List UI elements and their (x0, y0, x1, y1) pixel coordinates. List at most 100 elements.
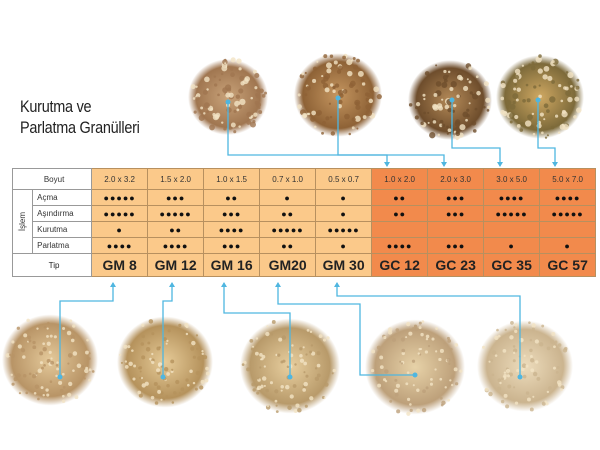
granule (447, 107, 452, 113)
granule (254, 351, 259, 356)
granule (468, 80, 472, 84)
granule (420, 121, 424, 126)
granule (88, 378, 92, 382)
granule (497, 334, 501, 338)
granule (447, 339, 452, 343)
granule (431, 337, 435, 341)
granule (151, 332, 155, 336)
granule (406, 411, 411, 416)
granule (16, 326, 20, 330)
granule (418, 321, 422, 325)
granule (573, 115, 577, 119)
granule (49, 334, 53, 338)
granule (202, 89, 208, 95)
granule (443, 342, 446, 345)
granule (253, 112, 258, 117)
granule (250, 347, 255, 351)
granule (344, 113, 350, 120)
granule (196, 347, 199, 351)
granule (333, 60, 338, 65)
granule (141, 383, 146, 388)
granule (62, 327, 66, 331)
granule (163, 337, 167, 341)
granule (306, 328, 310, 332)
granule (567, 96, 573, 103)
granule (447, 398, 451, 402)
granule (488, 360, 491, 363)
granule (237, 104, 243, 110)
granule (356, 58, 360, 63)
granule (250, 96, 253, 100)
connector-line (337, 98, 445, 166)
granule (251, 382, 256, 387)
granule (551, 60, 555, 64)
granule (291, 344, 294, 347)
granule (347, 70, 353, 77)
rating-dots: ●●● (427, 189, 485, 206)
granule (406, 397, 411, 401)
granule (384, 379, 388, 383)
type-label: Tip (11, 253, 93, 277)
rating-dots: ●●● (203, 237, 261, 254)
type-cell: GC 35 (483, 253, 541, 277)
granule (241, 363, 245, 367)
granule (491, 373, 495, 377)
granule (321, 75, 324, 78)
granule (330, 83, 334, 87)
granule (394, 392, 399, 397)
granule (427, 111, 430, 114)
granule (396, 409, 401, 414)
rating-dots: ●● (371, 205, 429, 222)
granule (251, 345, 255, 348)
granule (246, 111, 252, 118)
granule (521, 64, 525, 67)
granule (156, 385, 161, 390)
rating-dots: ●●●●● (259, 221, 317, 238)
granule (552, 58, 559, 65)
granule (439, 396, 443, 400)
granule (394, 378, 398, 382)
connector-dot (449, 97, 455, 103)
granule (131, 349, 134, 352)
granule (504, 328, 507, 332)
granule (46, 393, 50, 397)
granule (326, 336, 330, 340)
granule (394, 388, 399, 393)
granule (423, 97, 426, 101)
connector-dot (57, 374, 63, 380)
granule (233, 109, 237, 113)
granule (166, 384, 170, 388)
granule (250, 121, 256, 128)
size-cell: 3.0 x 5.0 (483, 168, 541, 190)
granule (270, 333, 274, 336)
granule (387, 327, 393, 332)
granule (506, 105, 510, 109)
granule (525, 391, 530, 395)
granule (336, 69, 342, 74)
granule (557, 131, 561, 135)
rating-dots: ●●● (427, 237, 485, 254)
granule (510, 321, 514, 325)
rating-dots: ●●●● (371, 237, 429, 254)
granule (334, 83, 340, 88)
granule (523, 354, 526, 357)
granule (412, 384, 415, 387)
granule (275, 410, 279, 414)
granule (409, 403, 412, 406)
granule (166, 372, 170, 376)
granule (433, 93, 438, 97)
type-row: Tip GM 8 GM 12 GM 16 GM20 GM 30 GC 12 GC 23 GC 3… (11, 253, 597, 277)
granule (192, 97, 196, 100)
granule (514, 114, 519, 120)
granule (455, 131, 461, 137)
granule (40, 386, 44, 390)
granule (530, 358, 535, 363)
granule (48, 350, 52, 354)
granule (203, 355, 208, 360)
granule (520, 367, 525, 372)
granule (447, 70, 451, 74)
granule (466, 114, 470, 118)
granule (497, 386, 502, 391)
type-cell: GM20 (259, 253, 317, 277)
granule (150, 395, 155, 400)
